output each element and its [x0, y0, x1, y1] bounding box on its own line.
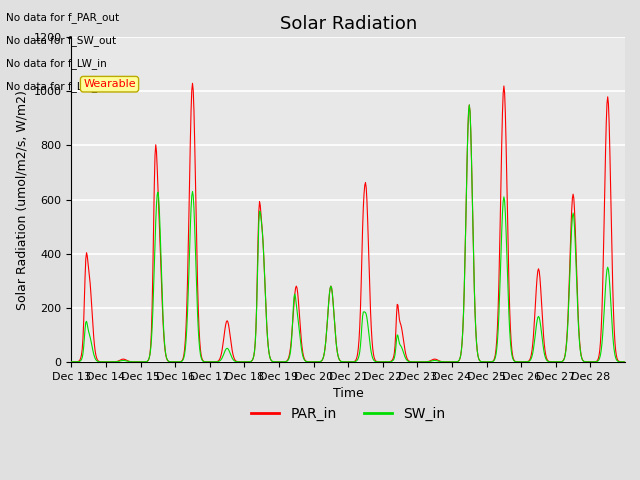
Title: Solar Radiation: Solar Radiation	[280, 15, 417, 33]
Y-axis label: Solar Radiation (umol/m2/s, W/m2): Solar Radiation (umol/m2/s, W/m2)	[15, 90, 28, 310]
Text: No data for f_PAR_out: No data for f_PAR_out	[6, 12, 120, 23]
Legend: PAR_in, SW_in: PAR_in, SW_in	[246, 401, 451, 426]
X-axis label: Time: Time	[333, 387, 364, 400]
Text: No data for f_SW_out: No data for f_SW_out	[6, 35, 116, 46]
Text: No data for f_LW_out: No data for f_LW_out	[6, 81, 115, 92]
Text: Wearable: Wearable	[83, 79, 136, 89]
Text: No data for f_LW_in: No data for f_LW_in	[6, 58, 107, 69]
